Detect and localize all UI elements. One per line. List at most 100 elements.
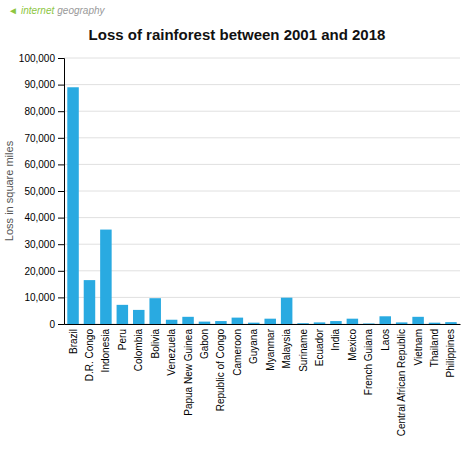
x-tick: Bolivia — [150, 329, 161, 359]
y-tick-mark — [58, 244, 64, 245]
plot: 010,00020,00030,00040,00050,00060,00070,… — [19, 53, 461, 437]
bar — [445, 322, 457, 324]
x-tick: Guyana — [248, 329, 259, 364]
y-tick-mark — [58, 297, 64, 298]
x-tick: Colombia — [133, 329, 144, 372]
y-tick: 0 — [49, 319, 64, 330]
y-tick: 100,000 — [19, 53, 64, 64]
x-tick: Mexico — [347, 329, 358, 361]
bar — [215, 321, 227, 324]
x-tick: Peru — [117, 329, 128, 350]
y-tick-label: 10,000 — [24, 292, 55, 303]
y-tick-mark — [58, 218, 64, 219]
bar — [412, 317, 424, 324]
bar — [363, 323, 375, 324]
x-tick: Papua New Guinea — [183, 329, 194, 416]
grid-line — [64, 297, 460, 298]
y-tick: 50,000 — [24, 186, 64, 197]
x-tick-label: Venezuela — [166, 329, 177, 376]
bar — [117, 305, 129, 324]
y-tick: 40,000 — [24, 212, 64, 223]
x-tick-label: Gabon — [199, 329, 210, 359]
x-tick-label: Suriname — [298, 329, 309, 372]
bar — [232, 318, 244, 324]
x-tick: Central African Republic — [396, 329, 407, 436]
grid-line — [64, 270, 460, 271]
y-tick: 30,000 — [24, 239, 64, 250]
y-tick-label: 70,000 — [24, 133, 55, 144]
y-tick-mark — [58, 138, 64, 139]
x-axis: Brazil D.R. Congo Indonesia Peru Colombia Bol… — [65, 325, 461, 437]
bar — [330, 321, 342, 324]
x-tick-label: Central African Republic — [396, 329, 407, 436]
y-tick-mark — [58, 85, 64, 86]
x-tick-label: Myanmar — [265, 328, 276, 370]
y-tick-mark — [58, 164, 64, 165]
x-tick-label: D.R. Congo — [84, 329, 95, 382]
y-axis-line — [58, 59, 65, 325]
x-tick-label: Brazil — [68, 329, 79, 354]
x-tick-label: Colombia — [133, 329, 144, 372]
bar — [199, 322, 211, 324]
x-tick: Cameroon — [232, 329, 243, 376]
watermark: ◄internetgeography — [8, 5, 106, 16]
x-tick: Malaysia — [281, 329, 292, 369]
x-tick-label: Guyana — [248, 329, 259, 364]
x-tick-label: Mexico — [347, 329, 358, 361]
x-tick-label: Republic of Congo — [215, 329, 226, 412]
y-tick-label: 50,000 — [24, 186, 55, 197]
x-tick: Laos — [380, 329, 391, 351]
x-tick-label: India — [330, 329, 341, 351]
y-tick-mark — [58, 58, 64, 59]
grid-line — [64, 58, 460, 59]
x-tick-label: Papua New Guinea — [183, 329, 194, 416]
bar — [347, 319, 359, 324]
x-tick-label: Cameroon — [232, 329, 243, 376]
x-tick: French Guiana — [363, 329, 374, 396]
x-tick: India — [330, 329, 341, 351]
x-tick-label: Philippines — [445, 329, 456, 377]
x-tick: Venezuela — [166, 329, 177, 376]
bar — [297, 323, 309, 324]
bar — [84, 280, 96, 324]
x-tick: Myanmar — [265, 328, 276, 370]
grid-line — [64, 111, 460, 112]
bar — [149, 298, 161, 324]
bar — [429, 323, 441, 324]
x-tick: D.R. Congo — [84, 329, 95, 382]
x-tick: Vietnam — [413, 329, 424, 366]
x-axis-line — [65, 324, 461, 325]
annotation: geography — [57, 5, 105, 16]
bar — [100, 230, 112, 324]
annotation: ◄ — [8, 5, 18, 16]
y-tick-label: 0 — [49, 319, 55, 330]
grid-line — [64, 217, 460, 218]
y-tick-mark — [58, 324, 64, 325]
grid — [64, 58, 460, 324]
y-tick-label: 100,000 — [19, 53, 56, 64]
y-tick-mark — [58, 191, 64, 192]
x-tick: Brazil — [68, 329, 79, 354]
x-tick: Thailand — [429, 329, 440, 367]
y-tick-label: 90,000 — [24, 79, 55, 90]
y-tick: 90,000 — [24, 79, 64, 90]
bar — [133, 310, 145, 324]
x-tick-label: Bolivia — [150, 329, 161, 359]
y-tick-mark — [58, 271, 64, 272]
y-axis-title: Loss in square miles — [3, 140, 15, 241]
annotation: internet — [21, 5, 56, 16]
y-tick-mark — [58, 111, 64, 112]
y-tick: 60,000 — [24, 159, 64, 170]
title: Loss of rainforest between 2001 and 2018 — [89, 26, 386, 43]
x-tick: Republic of Congo — [215, 329, 226, 412]
x-tick: Indonesia — [100, 329, 111, 373]
x-tick-label: French Guiana — [363, 329, 374, 396]
y-tick: 80,000 — [24, 106, 64, 117]
chart: ◄internetgeography Loss of rainforest bet… — [0, 0, 474, 466]
grid-line — [64, 84, 460, 85]
x-tick: Philippines — [445, 329, 456, 377]
y-tick-label: 40,000 — [24, 212, 55, 223]
x-tick: Gabon — [199, 329, 210, 359]
y-tick: 70,000 — [24, 133, 64, 144]
bar — [182, 317, 194, 324]
